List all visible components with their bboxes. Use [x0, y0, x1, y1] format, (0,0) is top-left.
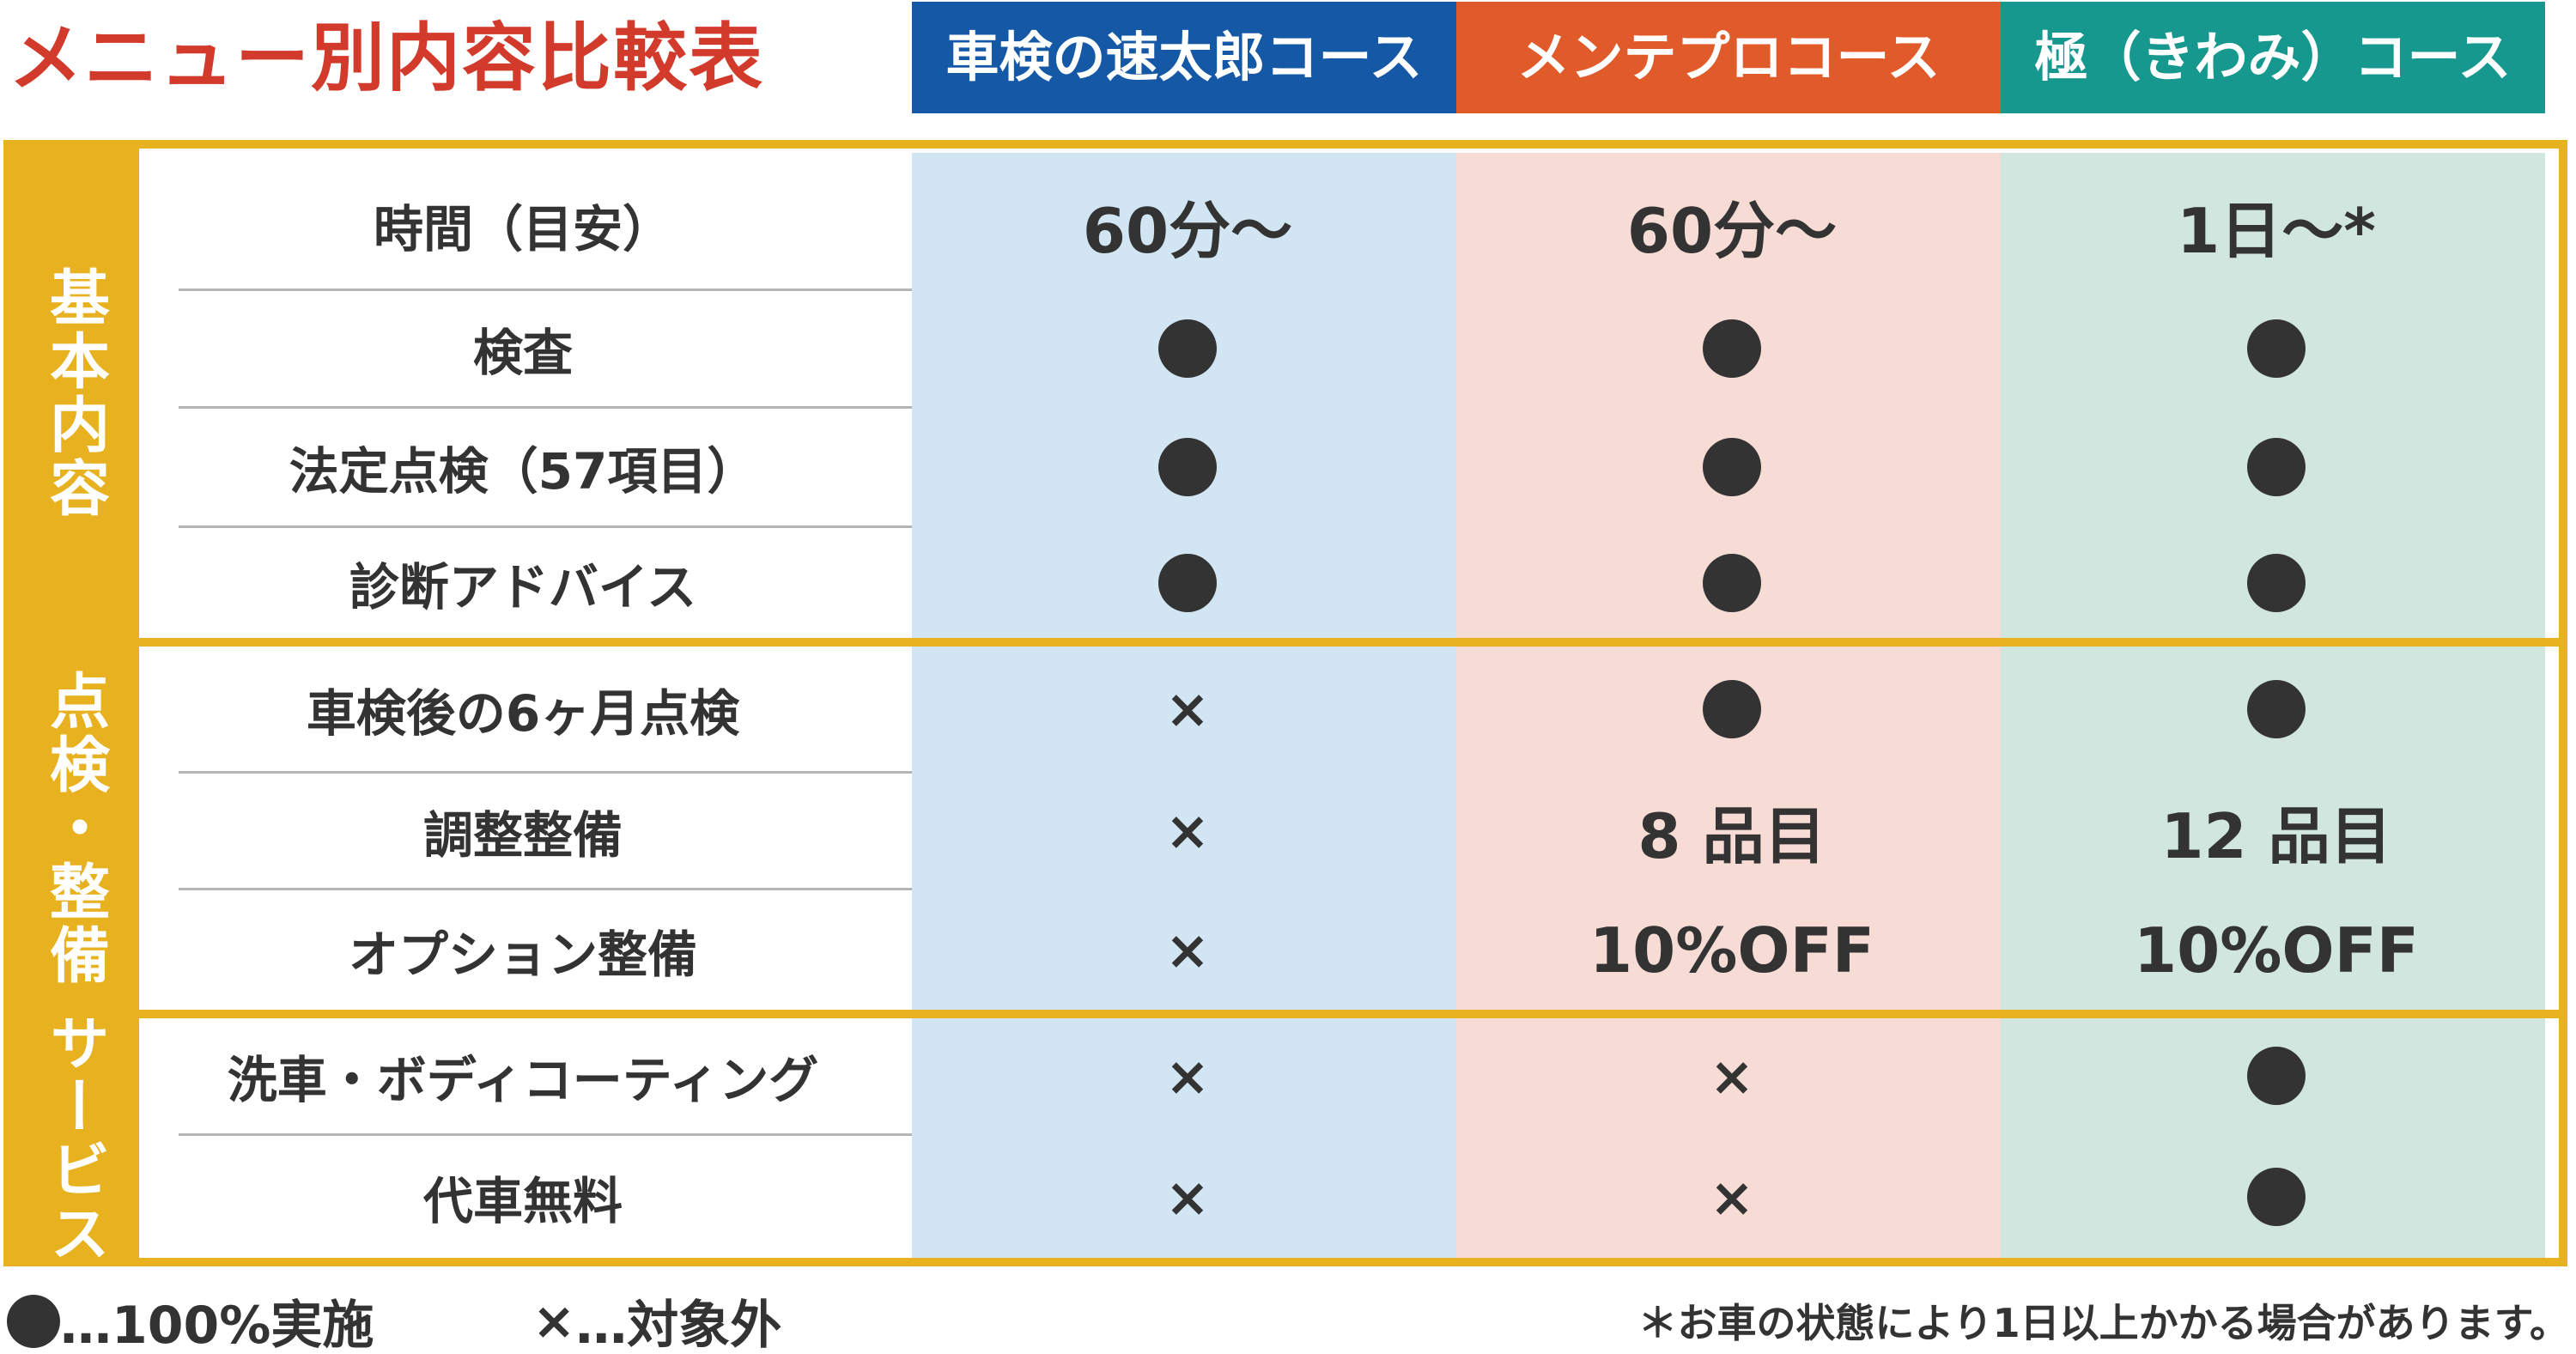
- filled-circle-icon: [1158, 438, 1217, 496]
- cell-value: [1460, 647, 2004, 771]
- column-header-mentepro: メンテプロコース: [1456, 2, 2001, 113]
- cell-value: ×: [1460, 1018, 2004, 1133]
- row-label: 洗車・ボディコーティング: [227, 1051, 819, 1109]
- filled-circle-icon: [2247, 1168, 2306, 1226]
- category-inspection-label: 点検・整備: [39, 669, 111, 987]
- cell-value: ×: [1460, 1136, 2004, 1258]
- table-row-loaner-car: 代車無料 × ×: [131, 1136, 2559, 1258]
- cell-value: 12 品目: [2160, 800, 2392, 872]
- filled-circle-icon: [2247, 438, 2306, 496]
- cell-value: [2004, 1018, 2549, 1133]
- cell-value: ×: [915, 890, 1460, 1010]
- row-label: 車検後の6ヶ月点検: [306, 683, 740, 743]
- cell-value: [2004, 291, 2549, 406]
- row-label: 調整整備: [422, 805, 623, 865]
- filled-circle-icon: [1703, 438, 1761, 496]
- table-row-car-wash: 洗車・ボディコーティング × ×: [131, 1018, 2559, 1133]
- legend-implemented: …100%実施: [7, 1288, 374, 1354]
- cell-value: [915, 528, 1460, 638]
- row-label: 検査: [472, 324, 573, 382]
- row-divider: [179, 1133, 912, 1136]
- cell-value: ×: [915, 774, 1460, 888]
- cross-icon: ×: [1165, 677, 1210, 740]
- row-divider: [179, 771, 912, 774]
- row-label: 診断アドバイス: [349, 558, 697, 616]
- table-row-six-month-check: 車検後の6ヶ月点検 ×: [131, 647, 2559, 771]
- filled-circle-icon: [2247, 554, 2306, 612]
- cross-icon: ×: [1165, 799, 1210, 862]
- category-service: サービス: [12, 1011, 139, 1266]
- filled-circle-icon: [2247, 679, 2306, 738]
- category-inspection: 点検・整備: [12, 647, 139, 1010]
- cell-value: ×: [915, 1018, 1460, 1133]
- column-header-kiwami: 極（きわみ）コース: [2001, 2, 2545, 113]
- cell-value: [915, 291, 1460, 406]
- table-row-legal-inspection: 法定点検（57項目）: [131, 409, 2559, 525]
- filled-circle-icon: [1703, 554, 1761, 612]
- table-row-option-maintenance: オプション整備 × 10%OFF 10%OFF: [131, 890, 2559, 1010]
- filled-circle-icon: [1703, 319, 1761, 378]
- column-header-hayataro: 車検の速太郎コース: [912, 2, 1456, 113]
- cross-icon: ×: [1710, 1165, 1754, 1229]
- row-divider: [179, 288, 912, 291]
- filled-circle-icon: [1703, 679, 1761, 738]
- footnote: ＊お車の状態により1日以上かかる場合があります。: [1637, 1300, 2570, 1346]
- cell-value: 60分〜: [1626, 194, 1838, 267]
- cell-value: [1460, 528, 2004, 638]
- section-divider: [3, 1010, 2567, 1018]
- cell-value: ×: [915, 1136, 1460, 1258]
- row-label: オプション整備: [348, 925, 697, 984]
- table-row-diagnosis: 診断アドバイス: [131, 528, 2559, 638]
- filled-circle-icon: [7, 1294, 60, 1348]
- cross-icon: ×: [532, 1290, 576, 1351]
- cell-value: [2004, 647, 2549, 771]
- category-basic: 基本内容: [12, 149, 139, 638]
- filled-circle-icon: [2247, 319, 2306, 378]
- cell-value: 10%OFF: [2134, 914, 2419, 987]
- category-service-label: サービス: [39, 1011, 111, 1266]
- table-row-time: 時間（目安） 60分〜 60分〜 1日〜*: [131, 161, 2559, 288]
- row-divider: [179, 525, 912, 528]
- cell-value: [2004, 1136, 2549, 1258]
- cell-value: [1460, 409, 2004, 525]
- row-divider: [179, 888, 912, 890]
- row-divider: [179, 406, 912, 409]
- table-row-inspection: 検査: [131, 291, 2559, 406]
- cell-value: [2004, 528, 2549, 638]
- legend-not-covered: × …対象外: [532, 1288, 781, 1354]
- cross-icon: ×: [1165, 919, 1210, 981]
- filled-circle-icon: [2247, 1047, 2306, 1105]
- legend-implemented-text: …100%実施: [60, 1296, 374, 1354]
- cell-value: [1460, 291, 2004, 406]
- row-label: 法定点検（57項目）: [289, 442, 757, 501]
- cross-icon: ×: [1710, 1044, 1754, 1108]
- filled-circle-icon: [1158, 319, 1217, 378]
- cross-icon: ×: [1165, 1044, 1210, 1108]
- table-row-adjustment: 調整整備 × 8 品目 12 品目: [131, 774, 2559, 888]
- page-title: メニュー別内容比較表: [9, 15, 764, 101]
- legend-not-covered-text: …対象外: [575, 1296, 782, 1354]
- cell-value: ×: [915, 647, 1460, 771]
- cell-value: 10%OFF: [1589, 914, 1874, 987]
- cell-value: 1日〜*: [2177, 194, 2376, 267]
- cell-value: [915, 409, 1460, 525]
- cell-value: 60分〜: [1082, 194, 1293, 267]
- row-label: 代車無料: [422, 1172, 623, 1230]
- cross-icon: ×: [1165, 1165, 1210, 1229]
- cell-value: [2004, 409, 2549, 525]
- filled-circle-icon: [1158, 554, 1217, 612]
- section-divider: [3, 638, 2567, 647]
- cell-value: 8 品目: [1637, 800, 1826, 872]
- row-label: 時間（目安）: [373, 200, 672, 258]
- category-basic-label: 基本内容: [39, 266, 111, 520]
